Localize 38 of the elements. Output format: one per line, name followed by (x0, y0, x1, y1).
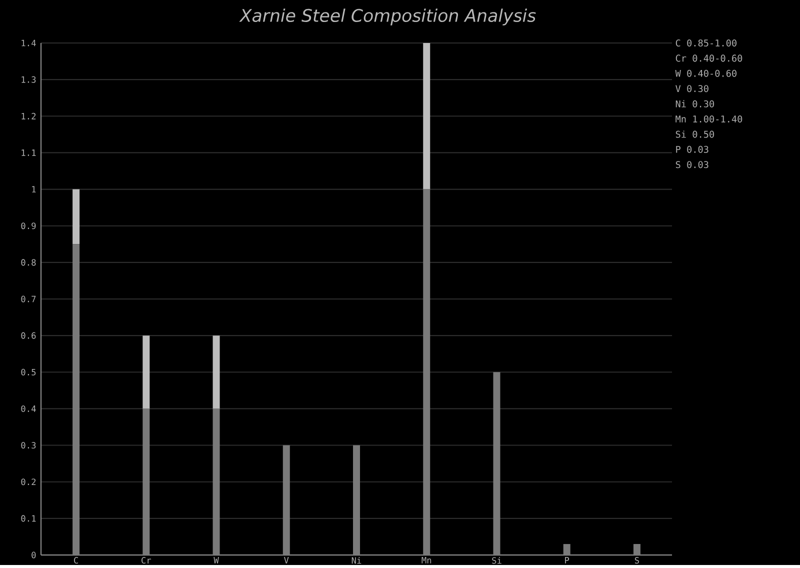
x-tick-label: P (565, 556, 570, 564)
bar (212, 335, 220, 409)
text: C 0.85-1.00 (676, 39, 736, 46)
y-tick-label: 1.1 (22, 149, 36, 156)
x-tick-label: S (634, 556, 639, 564)
text: Mn 1.00-1.40 (676, 115, 742, 122)
y-tick-label: 0.1 (21, 515, 36, 522)
x-tick-label: Mn (422, 556, 432, 564)
y-tick-label: 0.9 (21, 222, 36, 230)
y-tick-label: 0.5 (21, 368, 36, 376)
x-tick-label: Ni (352, 556, 362, 564)
y-tick-label: 0.8 (21, 259, 36, 266)
text: W 0.40-0.60 (675, 70, 736, 77)
chart-title: Xarnie Steel Composition Analysis (239, 8, 536, 26)
x-tick-label: Cr (142, 556, 152, 564)
bar (72, 189, 80, 244)
text: P 0.03 (676, 146, 708, 153)
y-tick-label: 0.2 (21, 478, 36, 486)
y-tick-label: 0.6 (21, 332, 36, 339)
y-tick-label: 1.2 (22, 112, 36, 120)
x-tick-label: W (214, 556, 219, 564)
y-tick-label: 1 (32, 186, 36, 192)
y-tick-label: 0.4 (21, 405, 36, 412)
text: Cr 0.40-0.60 (676, 54, 742, 62)
x-tick-label: C (74, 556, 78, 564)
text: Ni 0.30 (676, 100, 714, 108)
text: Si 0.50 (676, 130, 714, 138)
y-tick-label: 1.4 (22, 40, 36, 46)
bar (423, 42, 430, 190)
bar (142, 335, 150, 409)
y-tick-label: 0.7 (21, 296, 36, 302)
text: V 0.30 (676, 84, 708, 92)
x-tick-label: V (284, 556, 289, 564)
text: S 0.03 (676, 160, 708, 168)
y-tick-label: 0 (32, 552, 36, 558)
y-tick-label: 0.3 (21, 442, 36, 448)
y-tick-label: 1.3 (22, 76, 36, 83)
x-tick-label: Si (492, 556, 502, 564)
